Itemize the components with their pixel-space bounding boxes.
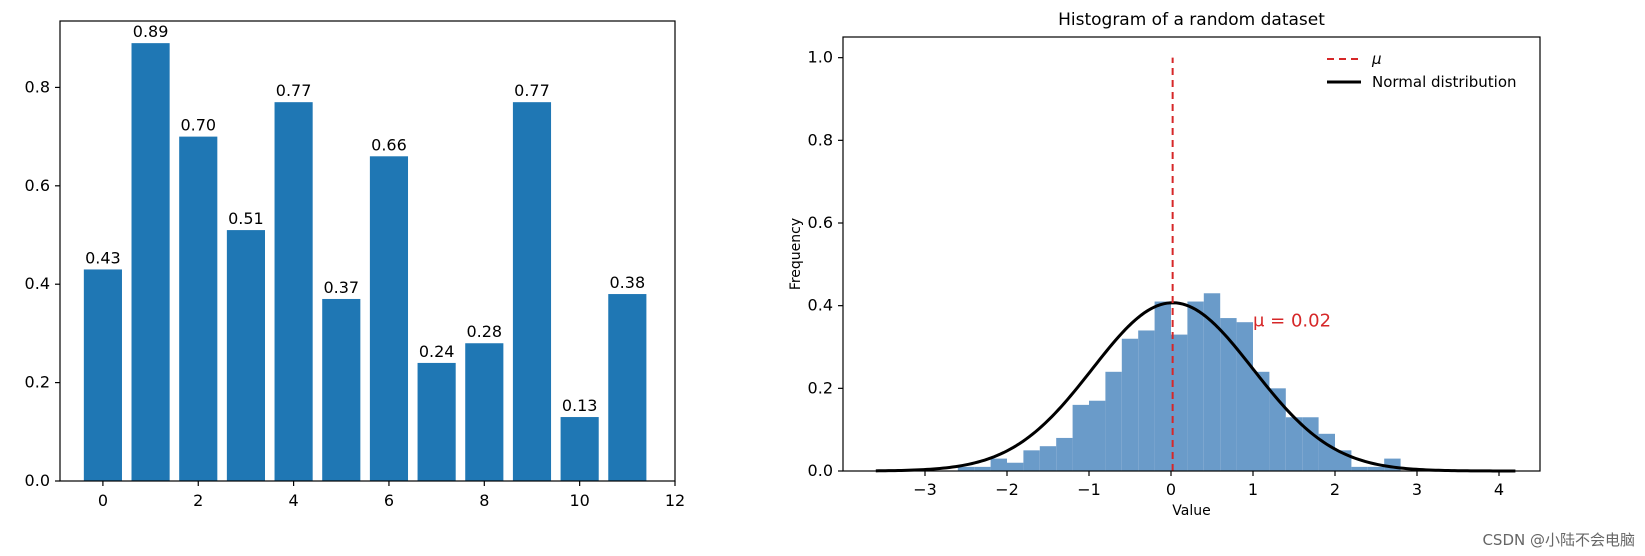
x-tick-label: −3 (913, 480, 937, 499)
x-tick-label: 10 (569, 491, 589, 510)
histogram-bin (1007, 462, 1024, 471)
bar-4 (274, 102, 313, 482)
bar-0 (83, 269, 122, 481)
bar-value-label: 0.37 (323, 278, 359, 297)
chart-title: Histogram of a random dataset (1058, 10, 1325, 30)
watermark: CSDN @小陆不会电脑 (1482, 531, 1635, 549)
x-tick-label: 3 (1412, 480, 1422, 499)
x-tick-label: −1 (1077, 480, 1101, 499)
bar-2 (179, 136, 218, 481)
bar-11 (608, 294, 647, 481)
y-tick-label: 0.8 (808, 130, 833, 149)
x-tick-label: 1 (1248, 480, 1258, 499)
histogram-bin (1105, 371, 1122, 471)
bar-chart: 0.430.890.700.510.770.370.660.240.280.77… (25, 20, 685, 510)
x-tick-label: 0 (1166, 480, 1176, 499)
histogram-bin (1072, 404, 1089, 471)
histogram-bin (1302, 417, 1319, 471)
legend-label-normal: Normal distribution (1372, 73, 1517, 91)
bar-value-label: 0.28 (466, 322, 502, 341)
bar-5 (322, 298, 361, 481)
y-tick-label: 0.2 (25, 373, 50, 392)
histogram-bin (1203, 293, 1221, 471)
y-tick-label: 0.4 (25, 274, 50, 293)
left-axes-frame (59, 20, 676, 482)
y-tick-label: 0.6 (25, 176, 50, 195)
bar-value-labels: 0.43 0.89 0.70 0.51 0.77 0.37 0.66 0.24 0.28 0.77… (85, 22, 645, 415)
legend: μ Normal distribution (1327, 50, 1517, 91)
x-tick-label: 4 (1494, 480, 1504, 499)
x-tick-label: −2 (995, 480, 1019, 499)
normal-distribution-curve (875, 301, 1516, 473)
histogram-bin (957, 466, 975, 471)
right-axes-frame (842, 36, 1541, 472)
x-tick-label: 2 (193, 491, 203, 510)
histogram-bin (1187, 301, 1204, 471)
bar-3 (226, 230, 265, 481)
bar-value-label: 0.13 (562, 396, 598, 415)
histogram-bin (1171, 334, 1188, 471)
y-tick-label: 0.6 (808, 213, 833, 232)
bar-1 (131, 43, 170, 481)
bar-value-label: 0.89 (133, 22, 169, 41)
y-tick-label: 0.2 (808, 378, 833, 397)
histogram-bin (1138, 330, 1155, 471)
histogram-bin (1269, 388, 1286, 471)
mean-annotation: μ = 0.02 (1253, 310, 1331, 331)
x-tick-label: 8 (479, 491, 489, 510)
histogram-bin (974, 466, 991, 471)
bar-9 (512, 102, 552, 482)
histogram-chart: Histogram of a random dataset μ = 0.02 0… (788, 10, 1541, 519)
histogram-bin (1285, 417, 1303, 471)
histogram-bin (1236, 322, 1253, 471)
bar-value-label: 0.24 (419, 342, 455, 361)
bar-10 (560, 417, 599, 481)
right-y-ticks: 0.0 0.2 0.4 0.6 0.8 1.0 (808, 48, 843, 480)
histogram-bin (1121, 338, 1139, 471)
bar-6 (369, 156, 409, 481)
y-tick-label: 0.8 (25, 77, 50, 96)
bar-value-label: 0.77 (276, 81, 312, 100)
bars-group (83, 43, 647, 482)
histogram-bins (957, 293, 1401, 471)
y-tick-label: 0.0 (808, 461, 833, 480)
y-tick-label: 0.4 (808, 296, 833, 315)
y-tick-label: 0.0 (25, 471, 50, 490)
histogram-bin (990, 458, 1007, 471)
histogram-bin (1220, 318, 1237, 471)
bar-value-label: 0.51 (228, 209, 264, 228)
x-tick-label: 6 (384, 491, 394, 510)
histogram-bin (1039, 446, 1057, 471)
bar-value-label: 0.70 (180, 116, 216, 135)
x-tick-label: 4 (289, 491, 299, 510)
x-tick-label: 0 (98, 491, 108, 510)
bar-value-label: 0.38 (610, 273, 646, 292)
left-x-ticks: 0 2 4 6 8 10 12 (98, 481, 685, 510)
legend-label-mu: μ (1371, 50, 1382, 68)
bar-value-label: 0.77 (514, 81, 550, 100)
bar-value-label: 0.43 (85, 248, 121, 267)
bar-value-label: 0.66 (371, 135, 407, 154)
histogram-bin (1367, 466, 1385, 471)
bar-7 (417, 362, 456, 481)
histogram-bin (1351, 466, 1368, 471)
histogram-bin (1089, 400, 1106, 471)
histogram-bin (1154, 301, 1171, 471)
bar-8 (465, 343, 504, 481)
histogram-bin (1056, 437, 1073, 471)
x-axis-label: Value (1172, 503, 1210, 519)
right-x-ticks: −3 −2 −1 0 1 2 3 4 (913, 471, 1504, 499)
y-tick-label: 1.0 (808, 48, 833, 67)
histogram-bin (1253, 371, 1270, 471)
y-axis-label: Frequency (788, 218, 804, 290)
histogram-bin (1023, 450, 1040, 471)
x-tick-label: 12 (665, 491, 685, 510)
x-tick-label: 2 (1330, 480, 1340, 499)
left-y-ticks: 0.0 0.2 0.4 0.6 0.8 (25, 77, 60, 490)
